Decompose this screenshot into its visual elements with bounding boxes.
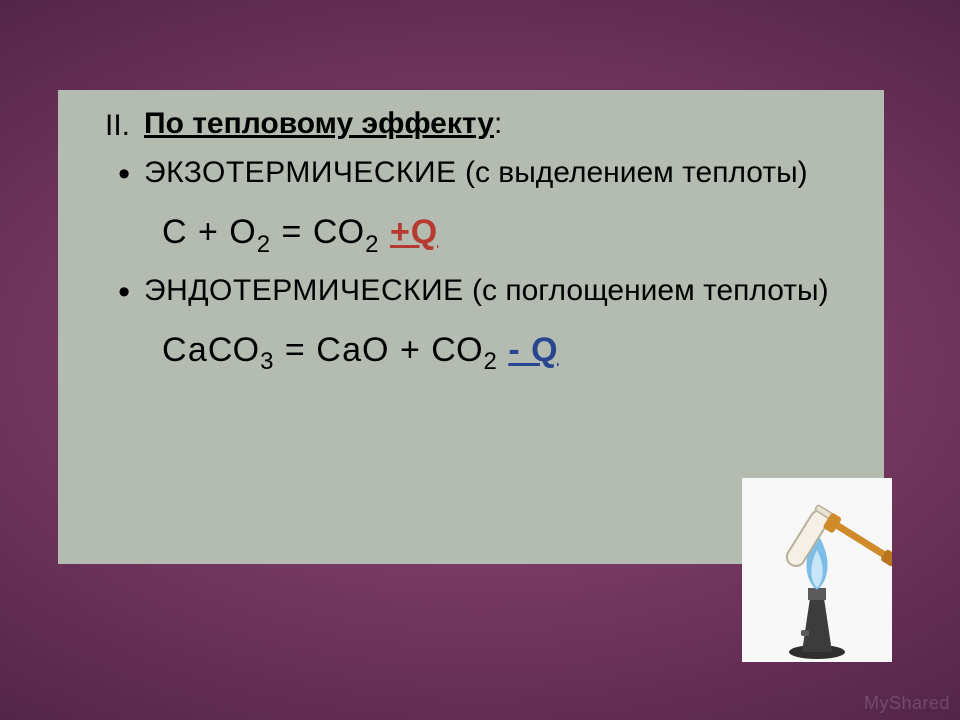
endo-equation: СаСО3 = СаО + СО2 - Q <box>84 331 858 375</box>
bullet-icon: • <box>84 273 144 308</box>
heading-row: II. По тепловому эффекту: <box>84 106 858 143</box>
exo-eq-space <box>379 213 389 251</box>
exo-q: +Q <box>390 213 438 251</box>
exo-term: ЭКЗОТЕРМИЧЕСКИЕ <box>144 156 457 189</box>
bullet-icon: • <box>84 155 144 190</box>
exo-eq-mid: = СО <box>271 213 365 251</box>
exo-paren: (с выделением теплоты) <box>465 156 808 189</box>
endo-eq-mid: = СаО + СО <box>274 331 483 369</box>
endo-term: ЭНДОТЕРМИЧЕСКИЕ <box>144 274 464 307</box>
endo-eq-prefix: СаСО <box>162 331 260 369</box>
heading-numeral: II. <box>84 106 144 143</box>
exo-eq-prefix: С + О <box>162 213 257 251</box>
watermark: MyShared <box>864 693 950 714</box>
endo-eq-sub2: 2 <box>484 348 498 375</box>
endo-q: - Q <box>508 331 558 369</box>
heading-text: По тепловому эффекту <box>144 107 494 140</box>
heading-colon: : <box>494 107 502 140</box>
heading-content: По тепловому эффекту: <box>144 106 858 141</box>
exo-eq-sub1: 2 <box>257 231 271 258</box>
burner-svg <box>742 478 892 662</box>
endo-eq-sub1: 3 <box>260 348 274 375</box>
endo-eq-space <box>498 331 508 369</box>
exo-eq-sub2: 2 <box>365 231 379 258</box>
endo-bullet-row: • ЭНДОТЕРМИЧЕСКИЕ (с поглощением теплоты… <box>84 273 858 308</box>
endo-content: ЭНДОТЕРМИЧЕСКИЕ (с поглощением теплоты) <box>144 273 858 308</box>
burner-illustration <box>742 478 892 662</box>
exo-bullet-row: • ЭКЗОТЕРМИЧЕСКИЕ (с выделением теплоты) <box>84 155 858 190</box>
exo-equation: С + О2 = СО2 +Q <box>84 213 858 257</box>
endo-paren: (с поглощением теплоты) <box>472 274 829 307</box>
exo-content: ЭКЗОТЕРМИЧЕСКИЕ (с выделением теплоты) <box>144 155 858 190</box>
